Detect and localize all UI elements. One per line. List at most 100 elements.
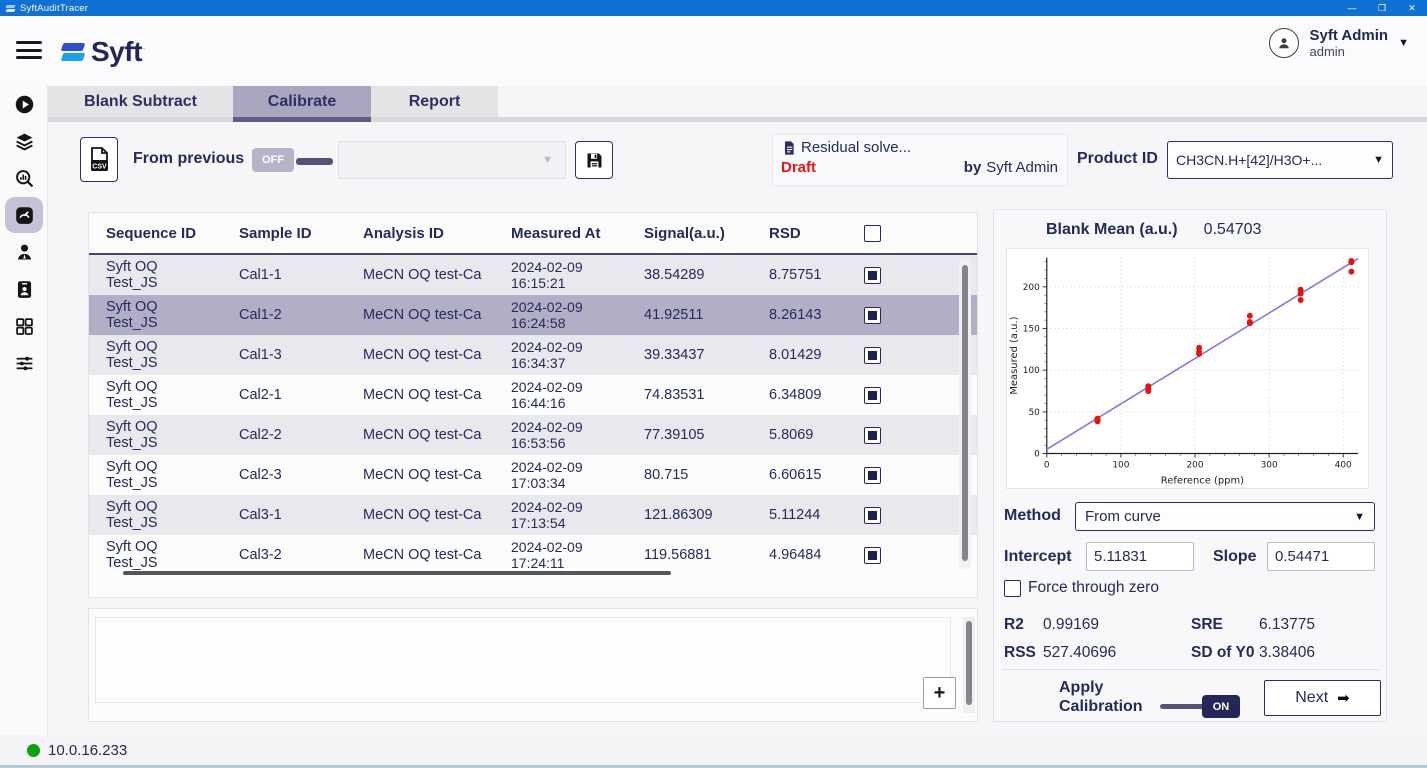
table-horizontal-scrollbar-thumb[interactable] — [123, 571, 671, 575]
intercept-input[interactable] — [1086, 542, 1194, 571]
from-previous-toggle[interactable]: OFF — [252, 148, 294, 172]
table-row[interactable]: Syft OQ Test_JS Cal3-2 MeCN OQ test-Ca 2… — [89, 535, 977, 572]
r2-label: R2 — [1004, 616, 1024, 633]
sidebar-item-search-analytics[interactable] — [0, 160, 48, 197]
cell-signal: 39.33437 — [644, 347, 705, 363]
sidebar-item-settings[interactable] — [0, 345, 48, 382]
cell-analysis-id: MeCN OQ test-Ca — [363, 507, 482, 523]
table-row[interactable]: Syft OQ Test_JS Cal2-3 MeCN OQ test-Ca 2… — [89, 455, 977, 495]
col-sequence-id: Sequence ID — [106, 224, 197, 242]
menu-icon[interactable] — [16, 41, 42, 59]
next-button[interactable]: Next ➡ — [1264, 680, 1381, 716]
minimize-icon[interactable]: — — [1347, 3, 1357, 13]
tab-bar: Blank Subtract Calibrate Report — [48, 86, 1427, 122]
sre-label: SRE — [1191, 616, 1223, 633]
table-vertical-scrollbar-thumb[interactable] — [962, 265, 968, 561]
document-by-label: by — [963, 159, 982, 176]
table-row[interactable]: Syft OQ Test_JS Cal1-3 MeCN OQ test-Ca 2… — [89, 335, 977, 375]
rss-label: RSS — [1004, 644, 1036, 661]
cell-sequence-id: Syft OQ Test_JS — [106, 459, 158, 491]
sidebar-item-run[interactable] — [0, 86, 48, 123]
export-csv-button[interactable]: CSV — [80, 137, 118, 182]
cell-sequence-id: Syft OQ Test_JS — [106, 379, 158, 411]
add-button[interactable]: + — [923, 677, 956, 709]
cell-sample-id: Cal2-1 — [239, 387, 282, 403]
svg-text:CSV: CSV — [92, 163, 107, 170]
status-bar: 10.0.16.233 — [0, 735, 1427, 768]
row-checkbox[interactable] — [864, 426, 881, 444]
solve-document-card[interactable]: Residual solve... Draft by Syft Admin — [772, 134, 1068, 186]
slope-input[interactable] — [1267, 542, 1375, 571]
cell-analysis-id: MeCN OQ test-Ca — [363, 307, 482, 323]
syft-logo-icon — [60, 43, 86, 61]
apply-calibration-toggle[interactable]: ON — [1202, 695, 1240, 718]
cell-analysis-id: MeCN OQ test-Ca — [363, 267, 482, 283]
previous-calibration-select[interactable]: ▼ — [338, 141, 566, 179]
cell-sample-id: Cal2-3 — [239, 467, 282, 483]
secondary-panel-scrollbar-thumb[interactable] — [966, 621, 972, 705]
select-all-checkbox[interactable] — [864, 224, 881, 242]
tab-bar-underline — [498, 117, 1427, 122]
cell-sample-id: Cal1-1 — [239, 267, 282, 283]
row-checkbox[interactable] — [864, 506, 881, 524]
syft-logo: Syft ˙ — [60, 36, 146, 68]
row-checkbox[interactable] — [864, 306, 881, 324]
cell-measured-at: 2024-02-09 17:24:11 — [511, 539, 583, 571]
user-name: Syft Admin — [1309, 27, 1389, 44]
sidebar-nav — [0, 86, 48, 735]
svg-text:100: 100 — [1112, 460, 1129, 470]
table-row[interactable]: Syft OQ Test_JS Cal1-2 MeCN OQ test-Ca 2… — [89, 295, 977, 335]
sidebar-item-layers[interactable] — [0, 123, 48, 160]
close-icon[interactable]: ✕ — [1408, 2, 1416, 13]
apply-calibration-label: Apply Calibration — [1059, 679, 1143, 715]
svg-text:400: 400 — [1335, 460, 1352, 470]
product-id-select[interactable]: CH3CN.H+[42]/H3O+... ▼ — [1167, 141, 1393, 179]
cell-sequence-id: Syft OQ Test_JS — [106, 419, 158, 451]
row-checkbox[interactable] — [864, 386, 881, 404]
table-row[interactable]: Syft OQ Test_JS Cal2-2 MeCN OQ test-Ca 2… — [89, 415, 977, 455]
sidebar-item-calibration[interactable] — [0, 197, 48, 234]
tab-calibrate[interactable]: Calibrate — [233, 86, 371, 122]
sd-of-y0-label: SD of Y0 — [1191, 644, 1255, 661]
row-checkbox[interactable] — [864, 546, 881, 564]
window-title: SyftAuditTracer — [20, 2, 89, 14]
user-menu[interactable]: Syft Admin admin ▼ — [1269, 27, 1409, 59]
blank-mean-value: 0.54703 — [1203, 221, 1262, 238]
cell-signal: 74.83531 — [644, 387, 705, 403]
cell-signal: 77.39105 — [644, 427, 705, 443]
table-row[interactable]: Syft OQ Test_JS Cal3-1 MeCN OQ test-Ca 2… — [89, 495, 977, 535]
cell-sequence-id: Syft OQ Test_JS — [106, 299, 158, 331]
sidebar-item-users[interactable] — [0, 234, 48, 271]
save-button[interactable] — [575, 141, 613, 179]
cell-rsd: 5.11244 — [769, 507, 821, 523]
window-titlebar: SyftAuditTracer — ❐ ✕ — [0, 0, 1427, 16]
method-select[interactable]: From curve ▼ — [1075, 502, 1375, 531]
cell-rsd: 6.60615 — [769, 467, 822, 483]
user-caret-icon[interactable]: ▼ — [1398, 37, 1409, 50]
tab-report[interactable]: Report — [371, 86, 498, 122]
intercept-label: Intercept — [1004, 548, 1072, 565]
svg-text:50: 50 — [1028, 408, 1040, 418]
rss-value: 527.40696 — [1043, 644, 1117, 661]
sd-of-y0-value: 3.38406 — [1259, 644, 1316, 661]
row-checkbox[interactable] — [864, 466, 881, 484]
cell-measured-at: 2024-02-09 16:44:16 — [511, 379, 583, 411]
col-rsd: RSD — [769, 224, 801, 242]
force-through-zero-checkbox[interactable] — [1004, 579, 1021, 597]
row-checkbox[interactable] — [864, 346, 881, 364]
table-row[interactable]: Syft OQ Test_JS Cal2-1 MeCN OQ test-Ca 2… — [89, 375, 977, 415]
row-checkbox[interactable] — [864, 266, 881, 284]
table-row[interactable]: Syft OQ Test_JS Cal1-1 MeCN OQ test-Ca 2… — [89, 255, 977, 295]
save-icon — [587, 153, 601, 167]
sidebar-item-data-grid[interactable] — [0, 308, 48, 345]
cell-sample-id: Cal3-1 — [239, 507, 282, 523]
restore-icon[interactable]: ❐ — [1377, 2, 1387, 13]
cell-analysis-id: MeCN OQ test-Ca — [363, 387, 482, 403]
svg-text:100: 100 — [1023, 366, 1040, 376]
cell-signal: 121.86309 — [644, 507, 713, 523]
product-id-caret-icon: ▼ — [1373, 154, 1384, 166]
sidebar-item-id-badge[interactable] — [0, 271, 48, 308]
cell-rsd: 8.75751 — [769, 267, 822, 283]
document-author: Syft Admin — [986, 159, 1058, 176]
tab-blank-subtract[interactable]: Blank Subtract — [48, 86, 233, 122]
